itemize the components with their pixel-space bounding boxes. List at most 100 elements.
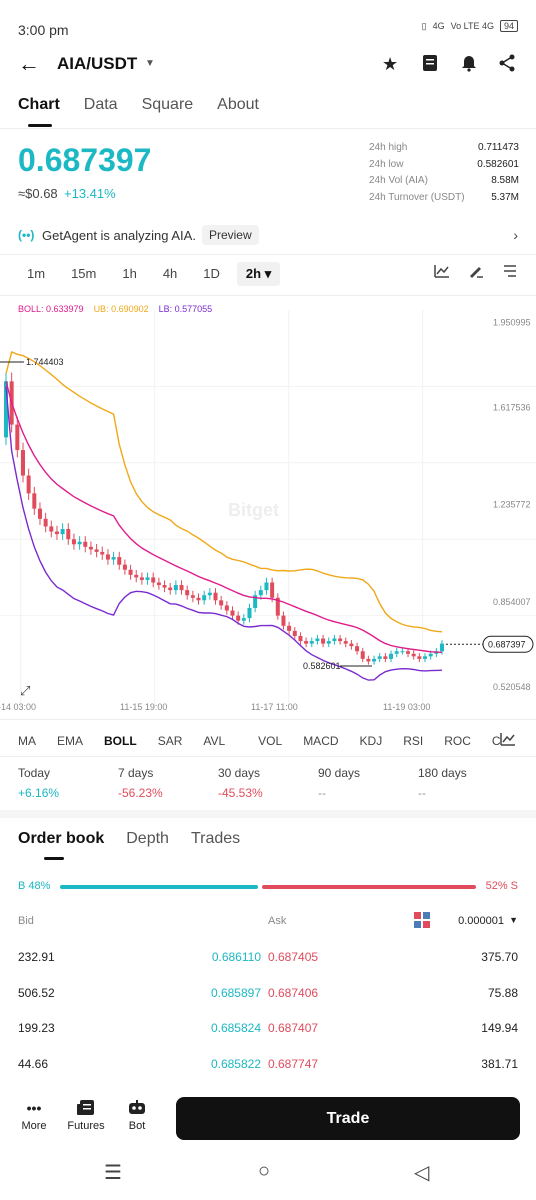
indicator-avl[interactable]: AVL bbox=[203, 734, 226, 748]
boll-value: BOLL: 0.633979 bbox=[18, 304, 84, 314]
perf-value: -- bbox=[418, 786, 426, 800]
network-label-2: Vo LTE 4G bbox=[450, 21, 494, 31]
draw-tool-icon[interactable] bbox=[468, 264, 484, 281]
orderbook-row[interactable]: 44.66 0.685822 0.687747 381.71 bbox=[18, 1051, 518, 1087]
interval-1h[interactable]: 1h bbox=[122, 266, 137, 281]
perf-label: 180 days bbox=[418, 766, 467, 780]
chevron-right-icon[interactable]: › bbox=[513, 227, 518, 243]
x-tick-label: -14 03:00 bbox=[0, 702, 36, 712]
star-icon[interactable]: ★ bbox=[382, 54, 399, 74]
stat-row: 24h Vol (AIA) 8.58M bbox=[369, 175, 519, 192]
tab-about[interactable]: About bbox=[217, 96, 259, 113]
ask-price: 0.687405 bbox=[268, 950, 319, 964]
bid-qty: 506.52 bbox=[18, 985, 55, 1000]
candle-body bbox=[292, 630, 297, 636]
share-icon[interactable] bbox=[498, 54, 516, 77]
interval-15m[interactable]: 15m bbox=[71, 266, 97, 281]
tab-order-book[interactable]: Order book bbox=[18, 830, 105, 847]
indicator-macd[interactable]: MACD bbox=[303, 734, 339, 748]
candle-body bbox=[128, 569, 133, 575]
bell-icon[interactable] bbox=[460, 54, 478, 77]
bottom-bar: ••• More Futures Bot Trade bbox=[0, 1090, 536, 1150]
orderbook-tabs: Order book Depth Trades bbox=[18, 830, 240, 848]
ask-price: 0.687747 bbox=[268, 1056, 319, 1071]
perf-col: 90 days -- bbox=[318, 766, 418, 800]
stat-value: 5.37M bbox=[491, 191, 519, 203]
candle-body bbox=[32, 493, 37, 509]
expand-icon[interactable]: ⤢ bbox=[20, 683, 31, 698]
interval-1d[interactable]: 1D bbox=[203, 266, 220, 281]
y-tick-label: 0.520548 bbox=[493, 682, 531, 692]
back-icon[interactable]: ◁ bbox=[414, 1162, 430, 1184]
indicator-settings-icon[interactable] bbox=[500, 732, 516, 751]
settings-icon[interactable] bbox=[502, 264, 518, 281]
recents-icon[interactable]: ☰ bbox=[104, 1162, 122, 1184]
tab-depth[interactable]: Depth bbox=[126, 830, 169, 847]
futures-button[interactable]: Futures bbox=[62, 1100, 110, 1132]
indicator-ema[interactable]: EMA bbox=[57, 734, 84, 748]
price-chart[interactable]: Bitget 1.950995 1.617536 1.235772 0.854007 0.… bbox=[0, 296, 536, 716]
perf-value: -- bbox=[318, 786, 326, 800]
indicator-boll[interactable]: BOLL bbox=[104, 734, 137, 748]
chart-type-icon[interactable] bbox=[434, 264, 450, 281]
candle-body bbox=[394, 651, 399, 654]
notebook-icon[interactable] bbox=[422, 54, 438, 77]
layout-toggle-icon[interactable] bbox=[414, 912, 430, 931]
indicator-vol[interactable]: VOL bbox=[258, 734, 283, 748]
divider bbox=[0, 756, 536, 757]
indicator-rsi[interactable]: RSI bbox=[403, 734, 424, 748]
indicator-c[interactable]: C bbox=[491, 734, 501, 748]
buy-ratio-label: B 48% bbox=[18, 880, 51, 892]
interval-2h[interactable]: 2h ▾ bbox=[236, 262, 281, 286]
interval-1m[interactable]: 1m bbox=[27, 266, 46, 281]
candle-body bbox=[77, 541, 82, 545]
ask-header: Ask bbox=[268, 915, 287, 927]
stat-label: 24h Vol (AIA) bbox=[369, 175, 428, 186]
candle-body bbox=[43, 518, 48, 527]
perf-col: 30 days -45.53% bbox=[218, 766, 318, 800]
ub-value: UB: 0.690902 bbox=[93, 304, 149, 314]
status-time: 3:00 pm bbox=[18, 22, 69, 38]
home-icon[interactable]: ○ bbox=[258, 1160, 271, 1182]
more-label: More bbox=[21, 1120, 47, 1132]
bot-button[interactable]: Bot bbox=[113, 1100, 161, 1132]
candle-body bbox=[236, 615, 241, 621]
candle-body bbox=[37, 508, 42, 519]
pair-title[interactable]: AIA/USDT bbox=[57, 54, 138, 73]
caret-down-icon[interactable]: ▼ bbox=[509, 915, 518, 925]
tab-square[interactable]: Square bbox=[141, 96, 194, 113]
more-button[interactable]: ••• More bbox=[10, 1100, 58, 1132]
orderbook-row[interactable]: 232.91 0.686110 0.687405 375.70 bbox=[18, 944, 518, 980]
tab-data[interactable]: Data bbox=[83, 96, 118, 113]
tab-trades[interactable]: Trades bbox=[190, 830, 241, 847]
precision-select[interactable]: 0.000001 bbox=[458, 915, 504, 927]
ask-price: 0.687407 bbox=[268, 1021, 319, 1035]
sell-ratio-label: 52% S bbox=[485, 880, 518, 892]
trade-button[interactable]: Trade bbox=[176, 1097, 520, 1140]
indicator-roc[interactable]: ROC bbox=[444, 734, 471, 748]
bid-price: 0.685824 bbox=[210, 1021, 261, 1035]
candle-body bbox=[321, 638, 326, 644]
orderbook-row[interactable]: 506.52 0.685897 0.687406 75.88 bbox=[18, 980, 518, 1016]
orderbook-row[interactable]: 199.23 0.685824 0.687407 149.94 bbox=[18, 1015, 518, 1051]
indicator-ma[interactable]: MA bbox=[18, 734, 36, 748]
candle-body bbox=[105, 554, 110, 560]
candle-body bbox=[332, 638, 337, 642]
ask-qty: 149.94 bbox=[481, 1021, 518, 1035]
candle-body bbox=[88, 546, 93, 550]
getagent-banner[interactable]: (••) GetAgent is analyzing AIA. Preview … bbox=[18, 224, 518, 246]
candle-body bbox=[389, 653, 394, 659]
candle-body bbox=[366, 658, 371, 662]
preview-button[interactable]: Preview bbox=[201, 225, 259, 245]
interval-tabs: 1m 15m 1h 4h 1D 2h ▾ bbox=[18, 262, 288, 286]
header: ← AIA/USDT ▼ ★ bbox=[0, 50, 536, 80]
indicator-kdj[interactable]: KDJ bbox=[359, 734, 383, 748]
arrow-left-icon[interactable]: ← bbox=[18, 51, 40, 76]
tab-chart[interactable]: Chart bbox=[18, 96, 60, 113]
ob-tab-underline bbox=[44, 857, 64, 860]
bid-price: 0.685897 bbox=[210, 985, 261, 1000]
indicator-sar[interactable]: SAR bbox=[157, 734, 183, 748]
interval-4h[interactable]: 4h bbox=[162, 266, 178, 281]
caret-down-icon[interactable]: ▼ bbox=[145, 58, 155, 69]
status-bar: 3:00 pm ▯ 4G Vo LTE 4G 94 bbox=[0, 0, 536, 54]
